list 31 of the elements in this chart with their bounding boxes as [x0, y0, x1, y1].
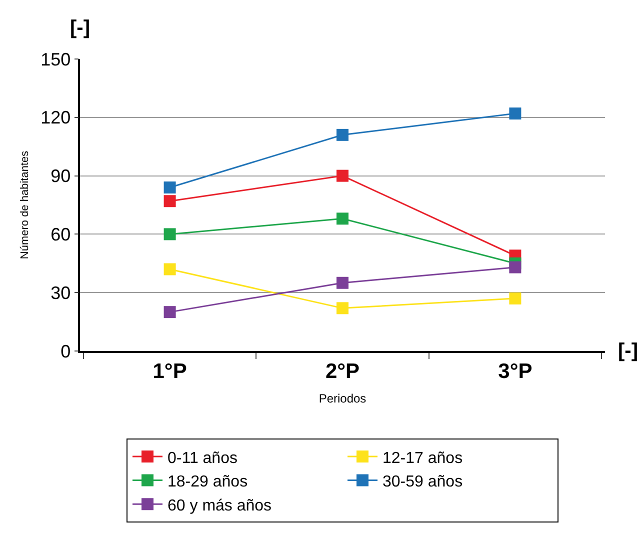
point: [336, 276, 348, 289]
text: [-]: [70, 17, 90, 39]
legend-label: 60 y más años: [168, 497, 272, 514]
y-tick-label: 120: [40, 108, 71, 128]
text: [-]: [618, 340, 638, 362]
point: [164, 263, 176, 276]
legend-label: 18-29 años: [168, 474, 248, 491]
y-tick-label: 60: [50, 224, 71, 244]
point: [509, 292, 522, 304]
point: [164, 306, 176, 318]
y-tick-label: 90: [50, 166, 71, 186]
point: [164, 181, 176, 194]
y-axis-title: Número de habitantes: [18, 150, 31, 260]
point: [164, 195, 176, 208]
point: [336, 170, 348, 182]
legend-label: 30-59 años: [382, 474, 463, 491]
point: [164, 228, 176, 240]
point: [336, 302, 348, 314]
y-tick-label: 150: [40, 49, 71, 70]
x-tick-label: 2°P: [325, 360, 360, 383]
x-axis-title: Periodos: [318, 391, 366, 406]
point: [509, 108, 522, 120]
y-tick-label: 0: [60, 341, 71, 362]
x-tick-label: 1°P: [152, 360, 187, 383]
legend-label: 12-17 años: [382, 450, 463, 467]
point: [336, 128, 348, 141]
point: [336, 212, 348, 225]
point: [509, 261, 522, 274]
y-tick-label: 30: [50, 282, 71, 303]
x-tick-label: 3°P: [498, 360, 532, 383]
legend-label: 0-11 años: [168, 450, 238, 467]
